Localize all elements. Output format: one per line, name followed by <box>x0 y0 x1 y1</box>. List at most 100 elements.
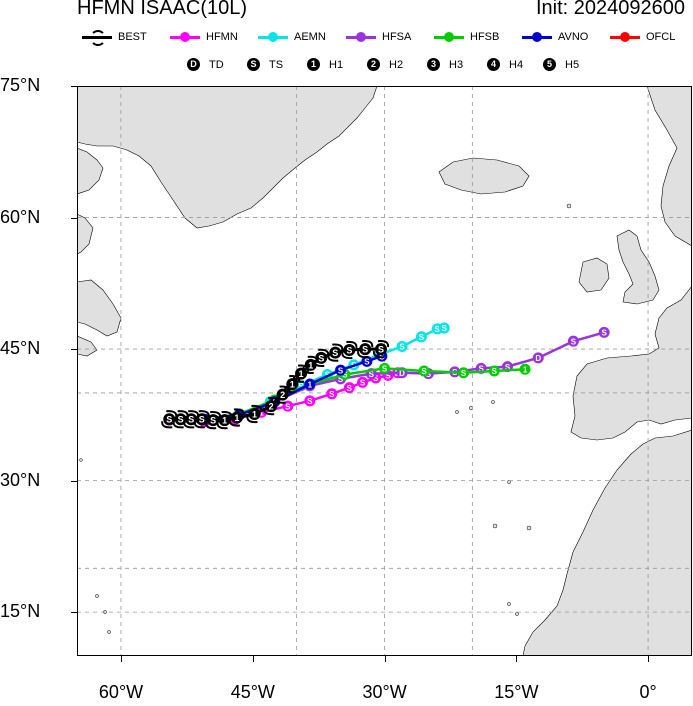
track-best-point-6: 1 <box>228 408 245 427</box>
svg-text:S: S <box>571 337 577 346</box>
iceland <box>438 157 530 195</box>
track-best-point-7: 1 <box>246 404 263 424</box>
nova-scotia <box>77 335 98 357</box>
legend-hfmn-swatch <box>170 31 200 42</box>
legend-best: 🌀 BEST <box>82 29 147 46</box>
svg-text:S: S <box>360 379 366 388</box>
ireland <box>578 257 610 293</box>
lon-tick <box>648 656 650 662</box>
svg-text:S: S <box>399 343 405 352</box>
svg-text:S: S <box>332 348 338 358</box>
track-map: SS11SSSSSSSDSS11SSSSSSSSSS121SSDSSSSDSSS… <box>77 86 692 656</box>
svg-text:1: 1 <box>259 408 264 417</box>
track-best-point-17: S <box>372 339 390 359</box>
track-hfmn-point-6: S <box>326 388 338 400</box>
track-hfsa-point-13: S <box>567 335 579 347</box>
legend-category-mark: 4 <box>487 58 500 71</box>
legend-category-ts: S TS <box>247 58 283 71</box>
legend-avno-swatch <box>522 31 552 42</box>
svg-text:S: S <box>369 370 375 379</box>
bermuda <box>79 458 83 462</box>
lat-label-75: 75°N <box>0 75 41 95</box>
svg-text:S: S <box>378 345 384 355</box>
track-hfsa-point-12: D <box>532 352 544 364</box>
legend-avno-label: AVNO <box>558 31 589 43</box>
lat-label-60: 60°N <box>0 206 41 227</box>
svg-text:S: S <box>210 416 216 426</box>
cape-verde-2 <box>515 612 519 616</box>
lon-label-45: 45°W <box>230 682 275 702</box>
svg-text:S: S <box>346 345 352 355</box>
greenland <box>77 86 378 229</box>
legend-category-label: TS <box>269 58 284 71</box>
lat-label-15: 15°N <box>0 601 41 622</box>
legend-category-h3: 3 H3 <box>427 58 463 71</box>
track-aemn-point-9: S <box>415 331 427 343</box>
svg-text:1: 1 <box>299 369 304 379</box>
baffin-island <box>77 147 104 195</box>
track-avno-point-5: S <box>335 364 347 376</box>
legend-category-td: D TD <box>187 58 224 71</box>
lat-tick <box>71 480 77 482</box>
track-hfmn-point-5: S <box>304 395 316 407</box>
svg-text:S: S <box>338 375 344 384</box>
legend-category-h5: 5 H5 <box>543 58 579 71</box>
svg-text:S: S <box>329 390 335 399</box>
legend-hfsb: HFSB <box>434 31 499 43</box>
africa <box>522 429 692 656</box>
svg-text:S: S <box>166 415 172 425</box>
lon-tick <box>120 656 122 662</box>
svg-text:S: S <box>385 372 391 381</box>
canary-islands <box>492 523 498 529</box>
track-best-point-16: S <box>357 339 374 359</box>
lat-label-30: 30°N <box>0 469 41 490</box>
svg-text:S: S <box>382 365 388 374</box>
svg-text:S: S <box>442 324 448 333</box>
svg-text:2: 2 <box>269 402 274 412</box>
legend-aemn-swatch <box>258 31 288 42</box>
labrador <box>77 213 94 255</box>
track-hfmn-point-7: S <box>343 382 355 394</box>
caribbean-island-3 <box>107 630 111 634</box>
svg-text:S: S <box>461 369 467 378</box>
svg-text:1: 1 <box>252 409 257 419</box>
lat-tick <box>71 349 77 351</box>
legend-category-h1: 1 H1 <box>307 58 343 71</box>
svg-text:1: 1 <box>222 416 227 426</box>
lat-tick <box>71 612 77 614</box>
svg-text:S: S <box>362 345 368 355</box>
svg-text:S: S <box>421 367 427 376</box>
legend-category-label: TD <box>209 58 224 71</box>
model-legend: 🌀 BEST HFMN AEMN HFSA HFSB AVNO OFCL <box>0 29 693 51</box>
svg-text:1: 1 <box>290 380 295 390</box>
legend-avno: AVNO <box>522 31 588 43</box>
legend-hfsb-label: HFSB <box>470 31 500 43</box>
legend-hfsa-swatch <box>346 31 376 42</box>
chart-title: HFMN ISAAC(10L) <box>77 0 248 19</box>
map-canvas: SS11SSSSSSSDSS11SSSSSSSSSS121SSDSSSSDSSS… <box>77 86 692 656</box>
lon-tick <box>252 656 254 662</box>
newfoundland <box>77 279 122 337</box>
svg-text:D: D <box>535 354 541 363</box>
legend-aemn-label: AEMN <box>294 31 326 43</box>
legend-category-label: H1 <box>329 58 344 71</box>
svg-text:S: S <box>342 371 348 380</box>
lat-tick <box>71 217 77 219</box>
track-hfmn-point-8: S <box>357 376 369 388</box>
legend-ofcl-label: OFCL <box>646 31 676 43</box>
svg-text:S: S <box>419 333 425 342</box>
legend-category-mark: 3 <box>427 58 440 71</box>
svg-text:S: S <box>318 353 324 363</box>
init-time: Init: 2024092600 <box>535 0 685 19</box>
map-border <box>77 86 692 656</box>
svg-text:S: S <box>307 397 313 406</box>
legend-hfsa-label: HFSA <box>382 31 412 43</box>
svg-text:S: S <box>505 363 511 372</box>
legend-hfsb-swatch <box>434 31 464 42</box>
track-best-point-3: S <box>193 410 210 429</box>
map-grid <box>77 86 692 656</box>
legend-category-label: H4 <box>509 58 524 71</box>
legend-hfmn: HFMN <box>170 31 238 43</box>
legend-category-label: H5 <box>565 58 580 71</box>
